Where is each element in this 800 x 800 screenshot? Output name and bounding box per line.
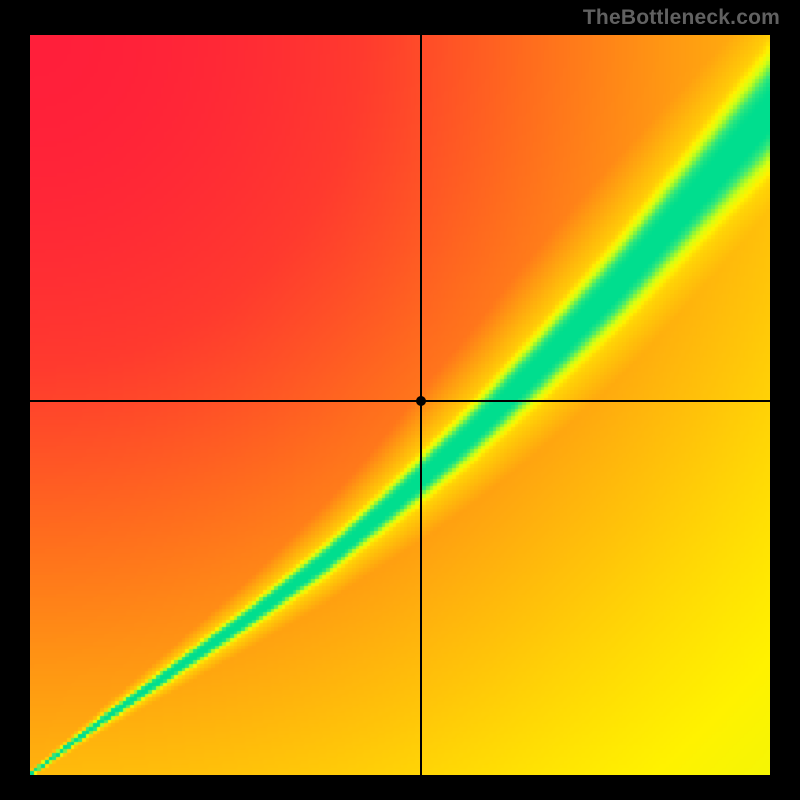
crosshair-horizontal [30, 400, 770, 402]
crosshair-marker [416, 396, 426, 406]
chart-container: TheBottleneck.com [0, 0, 800, 800]
heatmap-canvas [30, 35, 770, 775]
heatmap-plot [30, 35, 770, 775]
attribution-text: TheBottleneck.com [583, 6, 780, 30]
